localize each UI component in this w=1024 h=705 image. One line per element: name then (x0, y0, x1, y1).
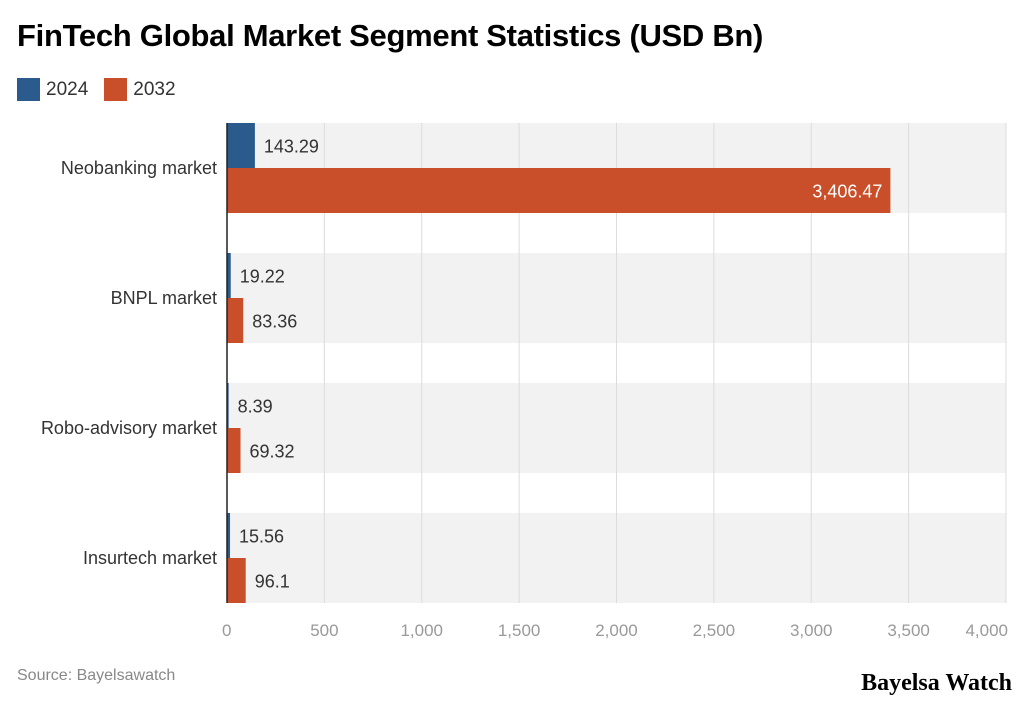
category-label: BNPL market (111, 288, 217, 308)
x-tick-label: 2,500 (693, 621, 736, 640)
x-tick-label: 3,500 (887, 621, 930, 640)
data-label: 19.22 (240, 267, 285, 287)
x-tick-label: 1,000 (400, 621, 443, 640)
category-label: Neobanking market (61, 158, 217, 178)
legend-item-2024: 2024 (17, 78, 88, 101)
data-label: 3,406.47 (812, 182, 882, 202)
data-label: 15.56 (239, 527, 284, 547)
legend-label-2032: 2032 (133, 78, 176, 100)
bar-2024 (227, 383, 229, 428)
data-label: 69.32 (250, 442, 295, 462)
data-label: 8.39 (238, 397, 273, 417)
bar-2032 (227, 168, 891, 213)
data-label: 143.29 (264, 137, 319, 157)
legend-swatch-2024 (17, 78, 40, 101)
source-note: Source: Bayelsawatch (17, 667, 176, 684)
bar-2032 (227, 428, 241, 473)
x-tick-label: 500 (310, 621, 338, 640)
x-tick-label: 2,000 (595, 621, 638, 640)
legend: 2024 2032 (17, 78, 176, 101)
legend-swatch-2032 (104, 78, 128, 101)
bar-2032 (227, 558, 246, 603)
x-tick-label: 4,000 (965, 621, 1008, 640)
bar-2024 (227, 123, 255, 168)
chart-title: FinTech Global Market Segment Statistics… (17, 18, 764, 53)
category-label: Robo-advisory market (41, 418, 217, 438)
x-tick-label: 1,500 (498, 621, 541, 640)
brand-logo: Bayelsa Watch (861, 670, 1012, 696)
category-label: Insurtech market (83, 548, 217, 568)
data-label: 96.1 (255, 572, 290, 592)
legend-label-2024: 2024 (46, 78, 89, 100)
legend-item-2032: 2032 (104, 78, 176, 101)
bar-2024 (227, 253, 231, 298)
data-label: 83.36 (252, 312, 297, 332)
bar-2024 (227, 513, 231, 558)
bar-2032 (227, 298, 244, 343)
x-tick-label: 3,000 (790, 621, 833, 640)
x-tick-label: 0 (222, 621, 231, 640)
